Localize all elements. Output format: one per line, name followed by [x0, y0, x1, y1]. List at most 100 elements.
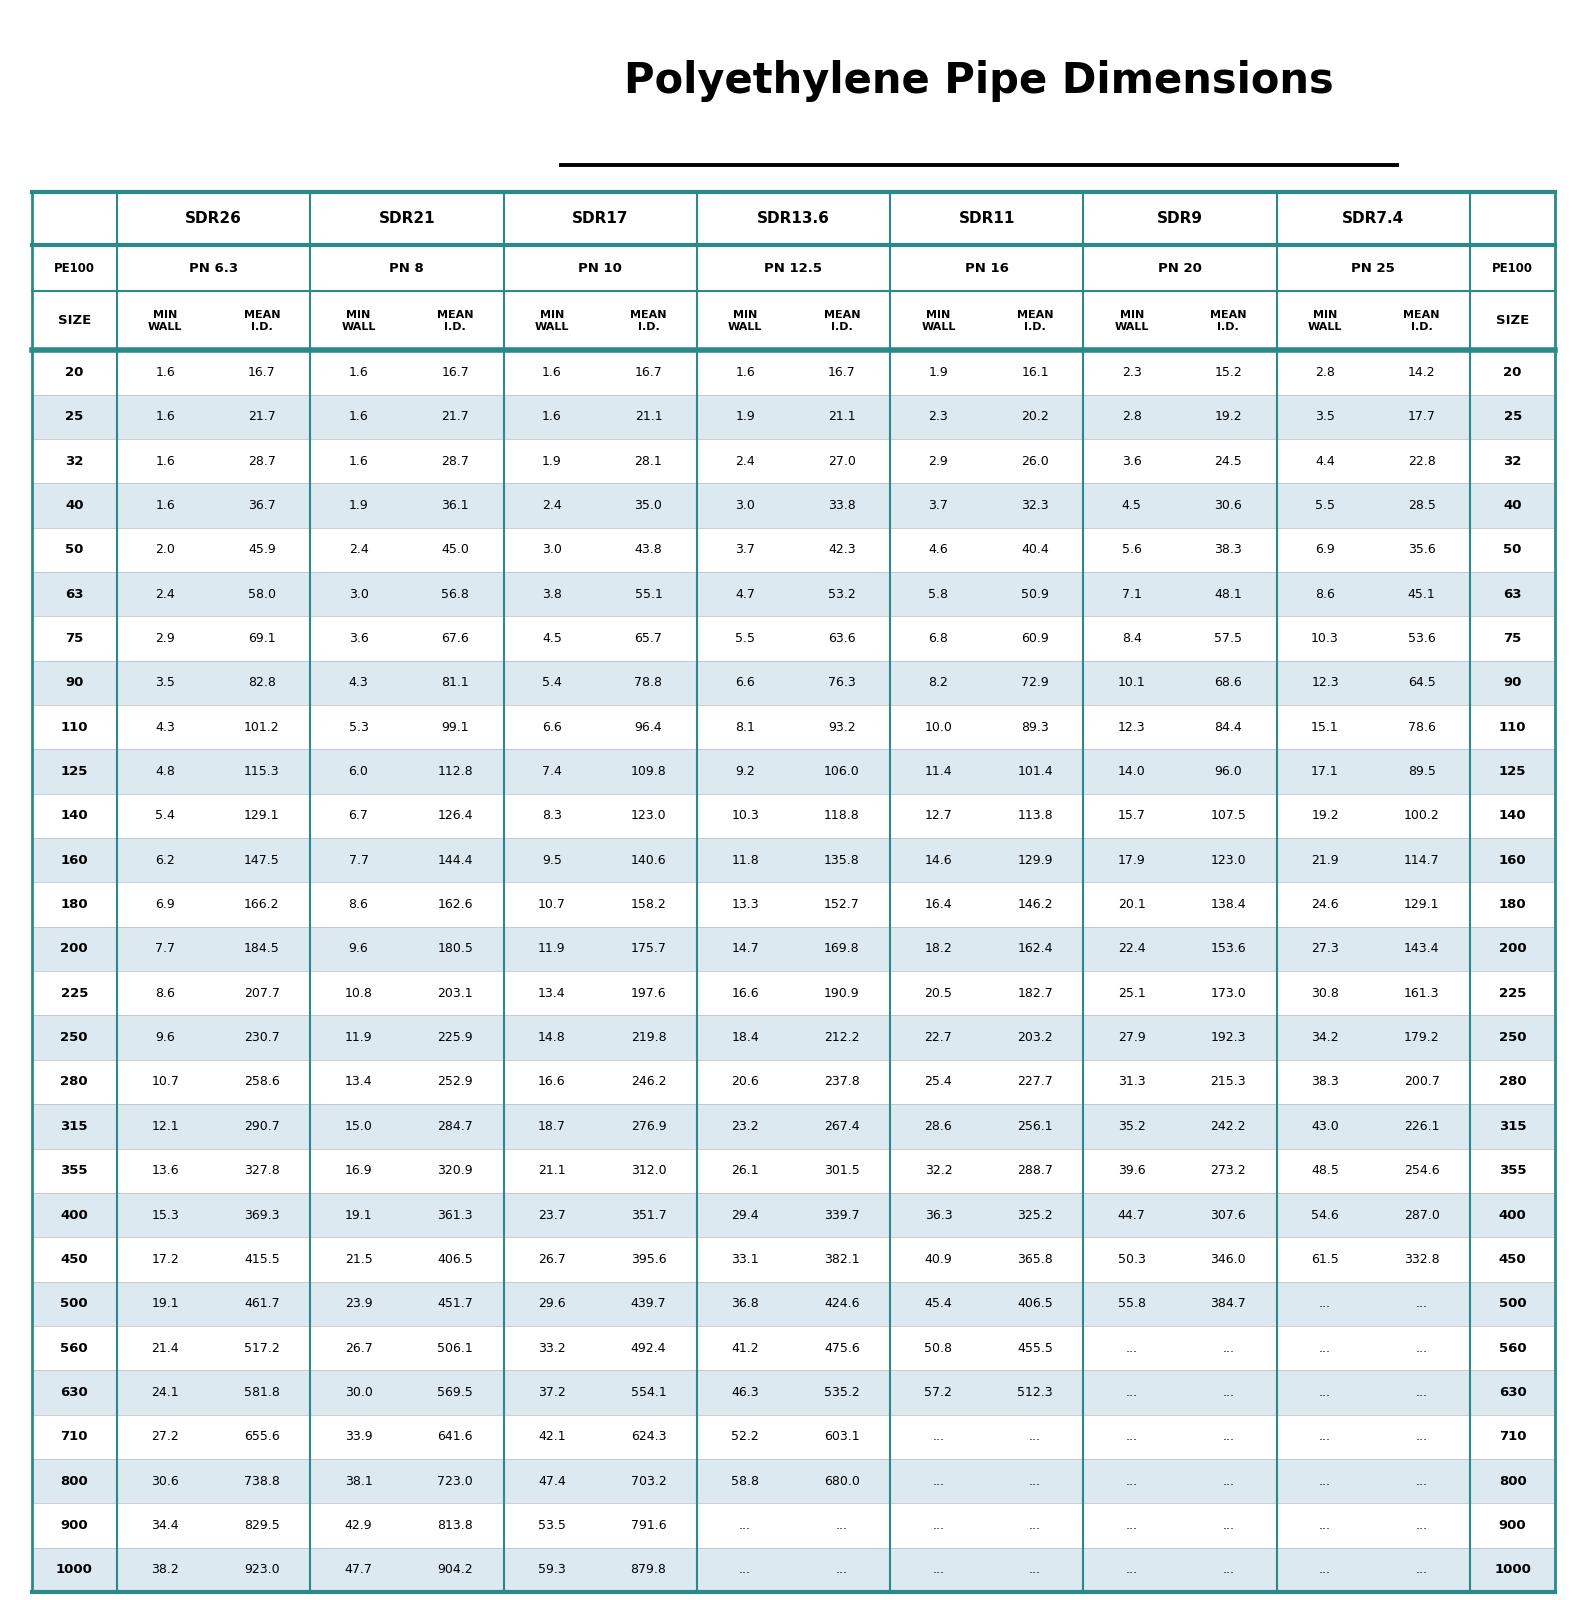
Text: ...: ...	[739, 1563, 752, 1576]
Text: 512.3: 512.3	[1017, 1386, 1053, 1398]
Text: ...: ...	[1126, 1430, 1138, 1443]
Bar	[1470, 483, 1555, 528]
Bar	[987, 571, 1083, 616]
Bar	[1374, 1016, 1470, 1059]
Bar	[117, 245, 309, 291]
Bar	[1083, 749, 1180, 794]
Text: 78.8: 78.8	[635, 677, 663, 690]
Text: 113.8: 113.8	[1017, 810, 1053, 822]
Text: 1.6: 1.6	[542, 410, 562, 424]
Bar	[600, 1459, 696, 1504]
Text: 123.0: 123.0	[1211, 854, 1246, 867]
Text: 7.7: 7.7	[155, 942, 175, 955]
Bar	[407, 1194, 504, 1237]
Text: 904.2: 904.2	[437, 1563, 474, 1576]
Bar	[891, 291, 987, 350]
Text: 16.7: 16.7	[248, 366, 276, 379]
Text: 923.0: 923.0	[245, 1563, 279, 1576]
Text: 30.6: 30.6	[1214, 499, 1243, 512]
Bar	[213, 1504, 309, 1547]
Text: 4.4: 4.4	[1315, 454, 1334, 467]
Text: 219.8: 219.8	[630, 1030, 666, 1045]
Bar	[600, 794, 696, 838]
Text: 28.6: 28.6	[925, 1120, 952, 1133]
Bar	[987, 1326, 1083, 1370]
Bar	[309, 926, 407, 971]
Bar	[32, 1059, 117, 1104]
Text: 31.3: 31.3	[1118, 1075, 1145, 1088]
Bar	[1470, 1459, 1555, 1504]
Text: 900: 900	[1498, 1518, 1527, 1531]
Bar	[1083, 1370, 1180, 1414]
Bar	[987, 1059, 1083, 1104]
Text: 242.2: 242.2	[1211, 1120, 1246, 1133]
Text: 68.6: 68.6	[1214, 677, 1243, 690]
Text: 158.2: 158.2	[630, 898, 666, 910]
Text: 12.3: 12.3	[1311, 677, 1339, 690]
Text: 307.6: 307.6	[1211, 1208, 1246, 1221]
Bar	[117, 883, 213, 926]
Text: 4.8: 4.8	[155, 765, 175, 778]
Text: 100.2: 100.2	[1404, 810, 1440, 822]
Bar	[1277, 794, 1374, 838]
Text: ...: ...	[1416, 1386, 1427, 1398]
Bar	[987, 794, 1083, 838]
Text: 4.3: 4.3	[155, 720, 175, 734]
Text: 8.3: 8.3	[542, 810, 562, 822]
Text: ...: ...	[933, 1475, 944, 1488]
Bar	[32, 291, 117, 350]
Text: 19.1: 19.1	[152, 1298, 178, 1310]
Bar	[1374, 571, 1470, 616]
Text: 20.5: 20.5	[924, 987, 952, 1000]
Bar	[32, 1194, 117, 1237]
Bar	[793, 1504, 891, 1547]
Text: 603.1: 603.1	[824, 1430, 859, 1443]
Text: 180: 180	[1498, 898, 1527, 910]
Text: 12.1: 12.1	[152, 1120, 178, 1133]
Bar	[1083, 661, 1180, 706]
Bar	[117, 706, 213, 749]
Text: 339.7: 339.7	[824, 1208, 859, 1221]
Text: 135.8: 135.8	[824, 854, 859, 867]
Text: 34.2: 34.2	[1311, 1030, 1339, 1045]
Text: 20.1: 20.1	[1118, 898, 1146, 910]
Bar	[504, 528, 600, 571]
Text: 2.8: 2.8	[1315, 366, 1334, 379]
Bar	[32, 1504, 117, 1547]
Bar	[793, 1104, 891, 1149]
Text: 1000: 1000	[55, 1563, 93, 1576]
Text: 475.6: 475.6	[824, 1341, 859, 1355]
Text: 14.0: 14.0	[1118, 765, 1146, 778]
Text: 45.0: 45.0	[441, 544, 469, 557]
Bar	[987, 838, 1083, 883]
Text: 3.7: 3.7	[736, 544, 755, 557]
Bar	[600, 1104, 696, 1149]
Text: 11.9: 11.9	[344, 1030, 373, 1045]
Bar	[1374, 1459, 1470, 1504]
Text: 21.1: 21.1	[635, 410, 662, 424]
Bar	[891, 1504, 987, 1547]
Text: 230.7: 230.7	[245, 1030, 279, 1045]
Text: 26.1: 26.1	[731, 1165, 759, 1178]
Bar	[1083, 1504, 1180, 1547]
Bar	[1277, 395, 1374, 438]
Bar	[987, 1414, 1083, 1459]
Text: 1.6: 1.6	[349, 366, 368, 379]
Bar	[696, 571, 793, 616]
Bar	[696, 1504, 793, 1547]
Bar	[309, 1194, 407, 1237]
Text: 38.3: 38.3	[1311, 1075, 1339, 1088]
Text: 5.8: 5.8	[928, 587, 949, 600]
Bar	[1374, 616, 1470, 661]
Text: 147.5: 147.5	[245, 854, 279, 867]
Text: 1.9: 1.9	[736, 410, 755, 424]
Bar	[891, 1016, 987, 1059]
Text: 5.6: 5.6	[1121, 544, 1142, 557]
Text: ...: ...	[1416, 1563, 1427, 1576]
Bar	[600, 706, 696, 749]
Text: 28.7: 28.7	[248, 454, 276, 467]
Text: 6.7: 6.7	[349, 810, 368, 822]
Bar	[1374, 971, 1470, 1016]
Bar	[407, 350, 504, 395]
Text: 55.1: 55.1	[635, 587, 663, 600]
